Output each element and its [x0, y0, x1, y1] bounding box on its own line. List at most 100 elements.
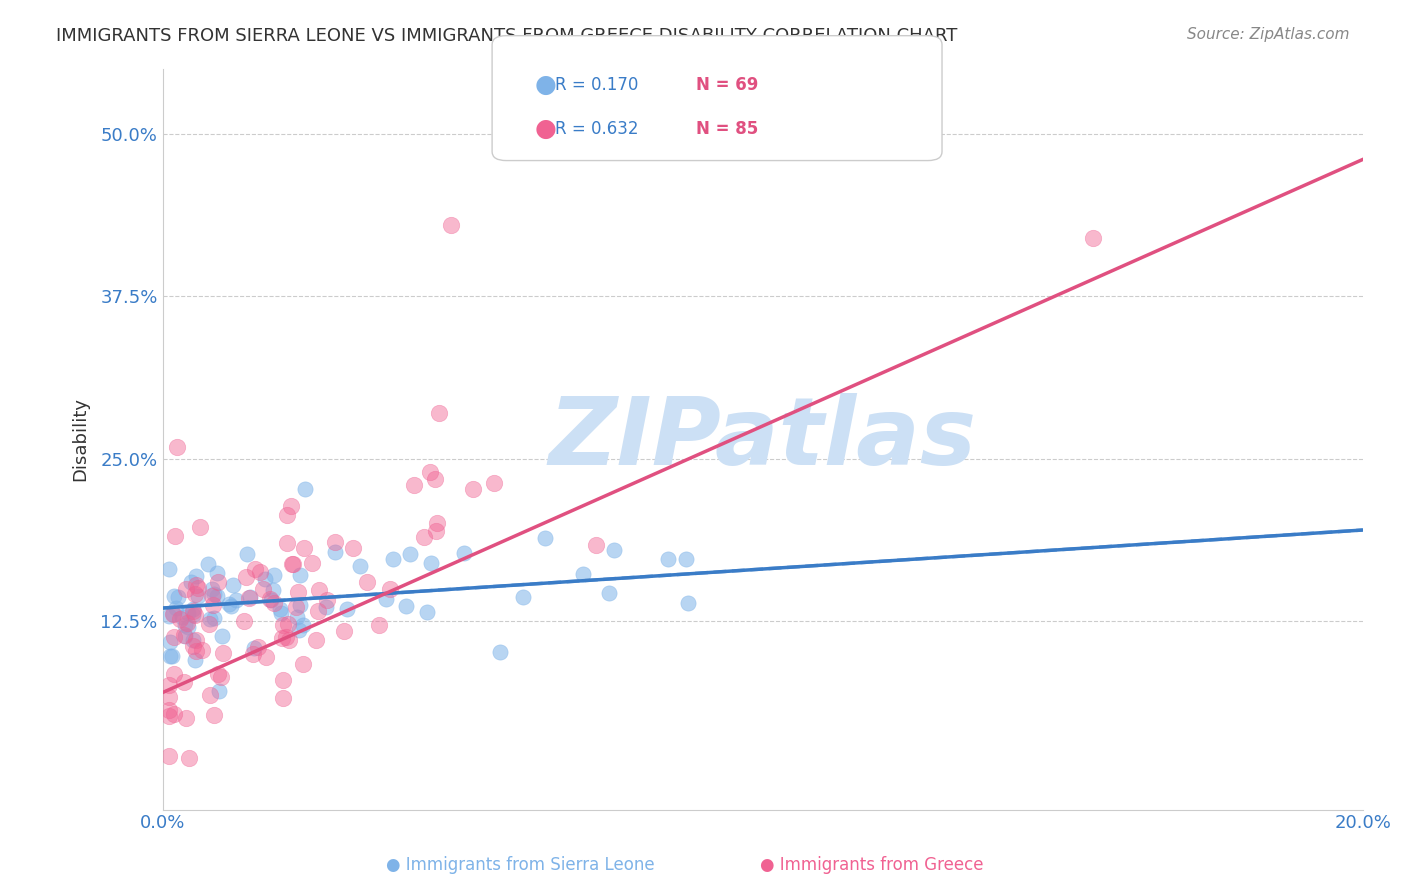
Immigrants from Greece: [183, 604, 205, 618]
Text: Source: ZipAtlas.com: Source: ZipAtlas.com: [1187, 27, 1350, 42]
Immigrants from Sierra Leone: [172, 609, 194, 624]
Immigrants from Sierra Leone: [572, 566, 595, 581]
Immigrants from Greece: [276, 508, 298, 522]
Immigrants from Sierra Leone: [157, 609, 180, 624]
Text: ●: ●: [534, 118, 557, 141]
Immigrants from Greece: [202, 708, 225, 723]
Immigrants from Sierra Leone: [174, 618, 197, 632]
Immigrants from Greece: [184, 607, 207, 622]
Immigrants from Greece: [378, 582, 401, 596]
Immigrants from Greece: [419, 465, 441, 479]
Immigrants from Greece: [274, 630, 297, 644]
Immigrants from Greece: [356, 574, 378, 589]
Immigrants from Greece: [177, 750, 200, 764]
Immigrants from Sierra Leone: [657, 552, 679, 566]
Immigrants from Sierra Leone: [336, 602, 359, 616]
Immigrants from Greece: [308, 582, 330, 597]
Immigrants from Sierra Leone: [181, 632, 204, 647]
Immigrants from Sierra Leone: [290, 598, 312, 612]
Immigrants from Sierra Leone: [375, 591, 398, 606]
Immigrants from Greece: [201, 590, 224, 604]
Immigrants from Greece: [174, 582, 197, 596]
Text: R = 0.632: R = 0.632: [555, 120, 638, 138]
Immigrants from Sierra Leone: [174, 630, 197, 644]
Immigrants from Sierra Leone: [288, 623, 311, 637]
Immigrants from Sierra Leone: [198, 612, 221, 626]
Text: ● Immigrants from Sierra Leone: ● Immigrants from Sierra Leone: [385, 856, 655, 874]
Immigrants from Greece: [252, 582, 274, 596]
Immigrants from Greece: [333, 624, 356, 638]
Immigrants from Greece: [184, 644, 207, 658]
Immigrants from Greece: [201, 598, 224, 612]
Immigrants from Sierra Leone: [187, 589, 209, 603]
Immigrants from Greece: [157, 678, 180, 692]
Immigrants from Greece: [301, 556, 323, 570]
Immigrants from Sierra Leone: [260, 593, 283, 607]
Immigrants from Sierra Leone: [184, 653, 207, 667]
Immigrants from Sierra Leone: [218, 597, 240, 611]
Immigrants from Sierra Leone: [315, 599, 337, 614]
Immigrants from Greece: [271, 673, 294, 688]
Immigrants from Greece: [292, 541, 315, 555]
Immigrants from Greece: [276, 536, 298, 550]
Immigrants from Greece: [323, 534, 346, 549]
Immigrants from Greece: [176, 615, 198, 630]
Immigrants from Sierra Leone: [167, 590, 190, 604]
Immigrants from Sierra Leone: [160, 649, 183, 664]
Immigrants from Greece: [198, 689, 221, 703]
Immigrants from Greece: [283, 557, 305, 571]
Immigrants from Sierra Leone: [225, 593, 247, 607]
Immigrants from Greece: [247, 640, 270, 654]
Immigrants from Greece: [278, 632, 301, 647]
Immigrants from Sierra Leone: [349, 559, 371, 574]
Immigrants from Greece: [184, 632, 207, 647]
Immigrants from Greece: [187, 582, 209, 596]
Y-axis label: Disability: Disability: [72, 397, 89, 481]
Immigrants from Greece: [259, 592, 281, 607]
Immigrants from Greece: [235, 570, 257, 584]
Immigrants from Sierra Leone: [201, 582, 224, 597]
Text: ●: ●: [534, 73, 557, 96]
Immigrants from Sierra Leone: [262, 582, 284, 597]
Immigrants from Greece: [188, 520, 211, 534]
Immigrants from Sierra Leone: [603, 542, 626, 557]
Immigrants from Greece: [207, 666, 229, 681]
Immigrants from Sierra Leone: [177, 606, 200, 620]
Immigrants from Sierra Leone: [180, 575, 202, 590]
Immigrants from Greece: [243, 562, 266, 576]
Immigrants from Sierra Leone: [197, 557, 219, 571]
Immigrants from Sierra Leone: [239, 590, 262, 604]
Immigrants from Greece: [191, 642, 214, 657]
Immigrants from Greece: [163, 631, 186, 645]
Immigrants from Greece: [426, 516, 449, 531]
Immigrants from Greece: [173, 628, 195, 642]
Immigrants from Greece: [280, 499, 302, 513]
Immigrants from Greece: [169, 612, 191, 626]
Immigrants from Greece: [287, 584, 309, 599]
Immigrants from Sierra Leone: [395, 599, 418, 613]
Immigrants from Greece: [211, 646, 233, 660]
Immigrants from Sierra Leone: [254, 573, 277, 587]
Immigrants from Sierra Leone: [166, 600, 188, 615]
Immigrants from Greece: [186, 578, 208, 592]
Immigrants from Sierra Leone: [205, 566, 228, 580]
Immigrants from Greece: [157, 749, 180, 764]
Immigrants from Greece: [585, 538, 607, 552]
Immigrants from Greece: [292, 657, 315, 672]
Immigrants from Sierra Leone: [159, 649, 181, 664]
Immigrants from Sierra Leone: [489, 645, 512, 659]
Immigrants from Greece: [368, 617, 391, 632]
Immigrants from Sierra Leone: [162, 607, 184, 622]
Immigrants from Greece: [342, 541, 364, 555]
Immigrants from Greece: [198, 617, 221, 632]
Immigrants from Greece: [425, 524, 447, 538]
Immigrants from Greece: [277, 616, 299, 631]
Immigrants from Sierra Leone: [294, 482, 316, 496]
Immigrants from Greece: [263, 596, 285, 610]
Immigrants from Sierra Leone: [269, 602, 291, 616]
Immigrants from Greece: [165, 529, 187, 543]
Immigrants from Greece: [173, 675, 195, 690]
Text: ZIPatlas: ZIPatlas: [548, 393, 977, 485]
Text: N = 69: N = 69: [696, 76, 758, 94]
Immigrants from Sierra Leone: [291, 617, 314, 632]
